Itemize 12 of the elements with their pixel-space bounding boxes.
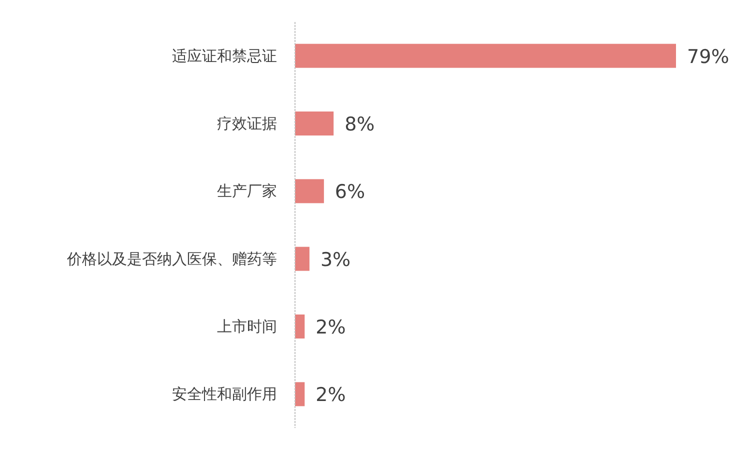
y-tick-label: 安全性和副作用 bbox=[172, 385, 277, 404]
data-label: 2% bbox=[316, 384, 346, 406]
data-label: 3% bbox=[320, 248, 351, 271]
data-label: 79% bbox=[687, 46, 730, 68]
y-tick-label: 上市时间 bbox=[217, 318, 277, 336]
data-label: 2% bbox=[316, 316, 346, 338]
y-tick-label: 生产厂家 bbox=[217, 182, 277, 200]
data-label: 6% bbox=[334, 181, 366, 204]
data-label: 8% bbox=[344, 114, 375, 136]
y-tick-label: 价格以及是否纳入医保、赠药等 bbox=[66, 250, 277, 268]
y-tick-label: 疗效证据 bbox=[217, 114, 277, 132]
y-tick-label: 适应证和禁忌证 bbox=[172, 46, 277, 65]
